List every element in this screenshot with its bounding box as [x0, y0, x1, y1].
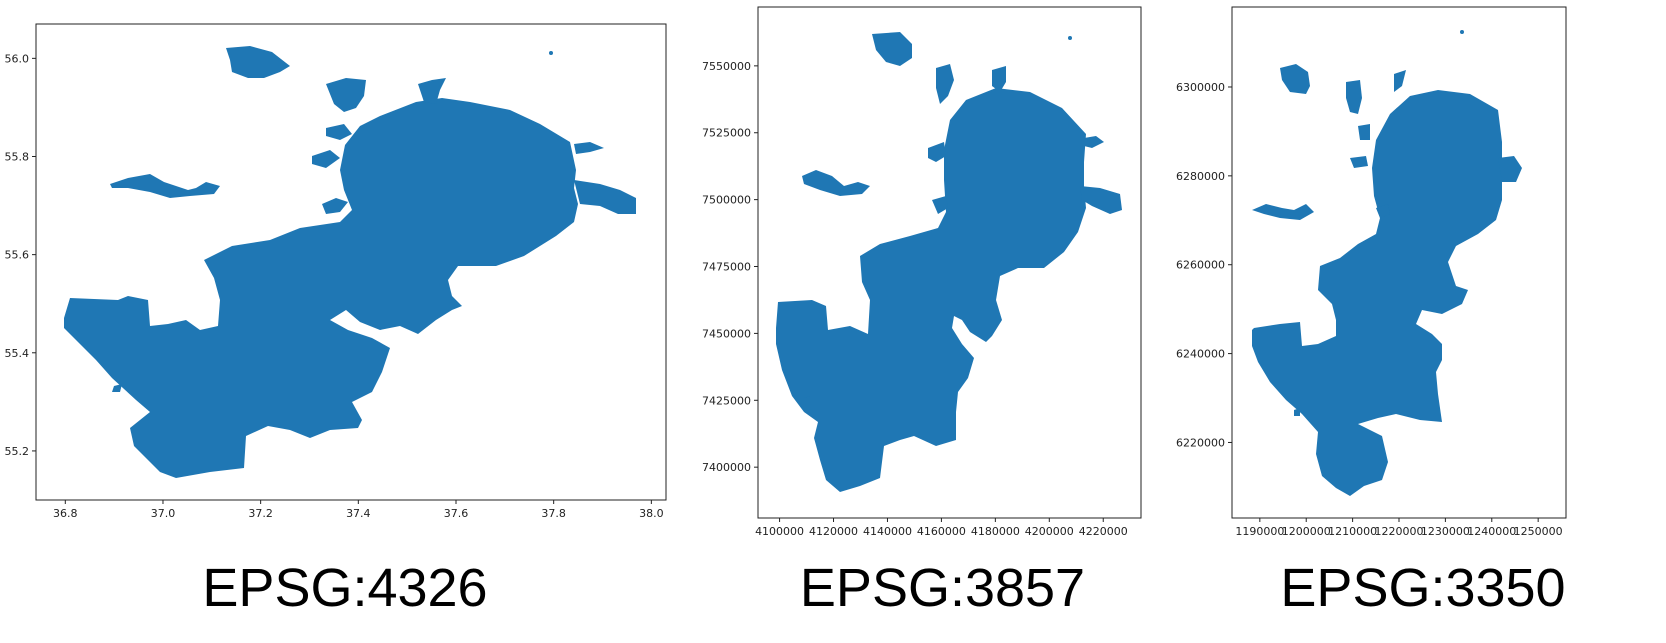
x-tick-label: 37.0 [151, 507, 176, 520]
y-tick-label: 7475000 [702, 261, 751, 274]
y-axis-ticks: 7400000 7425000 7450000 7475000 7500000 75250… [702, 60, 758, 474]
x-tick-label: 37.6 [444, 507, 469, 520]
map-plot-epsg3350: 1190000120000012100001220000123000012400… [1176, 6, 1567, 538]
x-tick-label: 38.0 [639, 507, 664, 520]
caption-epsg3857: EPSG:3857 [799, 558, 1086, 618]
y-tick-label: 7425000 [702, 394, 751, 407]
x-tick-label: 1200000 [1282, 525, 1331, 538]
y-tick-label: 6280000 [1176, 170, 1225, 183]
x-tick-label: 1250000 [1514, 525, 1563, 538]
x-tick-label: 1220000 [1375, 525, 1424, 538]
y-tick-label: 7500000 [702, 194, 751, 207]
y-axis-ticks: 55.2 55.4 55.6 55.8 56.0 [5, 52, 36, 458]
x-tick-label: 1210000 [1328, 525, 1377, 538]
y-tick-label: 7450000 [702, 327, 751, 340]
x-tick-label: 4160000 [917, 525, 966, 538]
region-shape [1252, 30, 1522, 496]
x-tick-label: 37.2 [248, 507, 273, 520]
y-tick-label: 55.8 [5, 150, 30, 163]
y-tick-label: 7525000 [702, 127, 751, 140]
map-panel-epsg3350: 1190000 1200000 1210000 1220000 1230000 12400… [1176, 0, 1666, 643]
region-shape [64, 46, 636, 478]
y-axis-ticks: 6220000 6240000 6260000 6280000 6300000 [1176, 81, 1232, 449]
y-tick-label: 55.4 [5, 347, 30, 360]
y-tick-label: 55.6 [5, 249, 30, 262]
y-tick-label: 6240000 [1176, 348, 1225, 361]
y-tick-label: 7550000 [702, 60, 751, 73]
y-tick-label: 6220000 [1176, 436, 1225, 449]
y-tick-label: 7400000 [702, 461, 751, 474]
x-tick-label: 4100000 [755, 525, 804, 538]
map-plot-epsg3857: 4100000 4120000 4140000 4160000 4180000 42000… [702, 6, 1142, 538]
caption-epsg4326: EPSG:4326 [202, 558, 488, 618]
x-tick-label: 37.8 [541, 507, 566, 520]
x-tick-label: 4220000 [1079, 525, 1128, 538]
x-tick-label: 4140000 [863, 525, 912, 538]
x-tick-label: 36.8 [53, 507, 78, 520]
map-panel-epsg3857: 4100000 4120000 4140000 4160000 4180000 42000… [700, 0, 1180, 643]
x-tick-label: 1240000 [1467, 525, 1516, 538]
map-plot-epsg4326: 36.8 37.0 37.2 37.4 37.6 37.8 38.0 55.255.455.… [5, 23, 667, 520]
map-panel-epsg4326: 36.8 37.0 37.2 37.4 37.6 37.8 38.0 55.2 55.4 55.… [0, 0, 690, 643]
x-tick-label: 1190000 [1235, 525, 1284, 538]
y-tick-label: 6260000 [1176, 259, 1225, 272]
caption-epsg3350: EPSG:3350 [1280, 558, 1566, 618]
x-axis-ticks: 4100000 4120000 4140000 4160000 4180000 42000… [755, 518, 1128, 538]
x-tick-label: 4180000 [971, 525, 1020, 538]
x-axis-ticks: 36.8 37.0 37.2 37.4 37.6 37.8 38.0 [53, 500, 664, 520]
x-tick-label: 1230000 [1421, 525, 1470, 538]
y-tick-label: 56.0 [5, 52, 30, 65]
region-shape [776, 32, 1122, 492]
x-tick-label: 37.4 [346, 507, 371, 520]
x-axis-ticks: 1190000120000012100001220000123000012400… [1235, 518, 1563, 538]
y-tick-label: 6300000 [1176, 81, 1225, 94]
y-tick-label: 55.2 [5, 445, 30, 458]
x-tick-label: 4120000 [809, 525, 858, 538]
x-tick-label: 4200000 [1025, 525, 1074, 538]
